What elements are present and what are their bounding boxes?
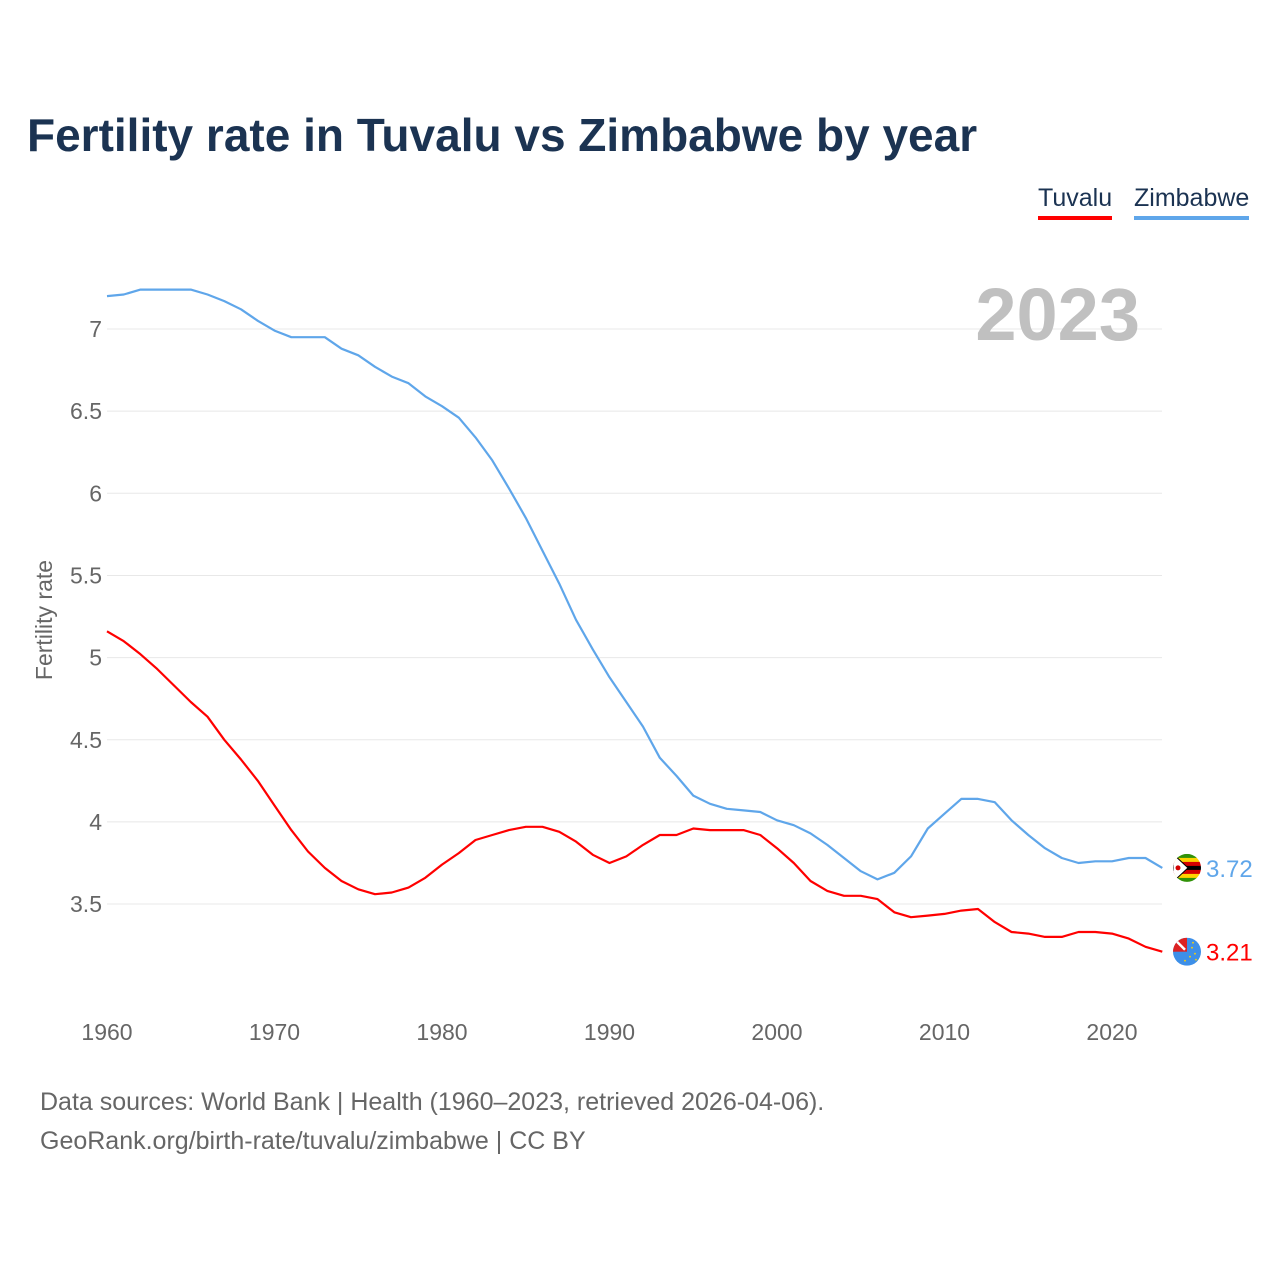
x-tick-label: 2000 — [751, 1019, 802, 1045]
y-tick-label: 4.5 — [70, 727, 102, 753]
tuvalu-flag-icon — [1173, 937, 1201, 966]
x-tick-label: 1980 — [416, 1019, 467, 1045]
series-line-tuvalu — [106, 630, 1163, 953]
x-tick-label: 1990 — [584, 1019, 635, 1045]
y-axis-label: Fertility rate — [31, 560, 57, 680]
chart-title: Fertility rate in Tuvalu vs Zimbabwe by … — [27, 109, 978, 161]
year-label: 2023 — [975, 273, 1140, 356]
series-line-zimbabwe — [106, 288, 1163, 881]
end-value-label-zimbabwe: 3.72 — [1206, 856, 1253, 883]
x-tick-label: 1970 — [249, 1019, 300, 1045]
source-text: Data sources: World Bank | Health (1960–… — [40, 1088, 825, 1116]
legend-tuvalu[interactable]: Tuvalu — [1038, 184, 1113, 220]
source-url[interactable]: GeoRank.org/birth-rate/tuvalu/zimbabwe |… — [40, 1127, 586, 1155]
x-tick-label: 2010 — [919, 1019, 970, 1045]
y-tick-label: 5 — [89, 645, 102, 671]
y-tick-label: 7 — [89, 316, 102, 342]
y-tick-label: 3.5 — [70, 891, 102, 917]
y-tick-label: 6 — [89, 480, 102, 506]
end-value-label-tuvalu: 3.21 — [1206, 940, 1253, 967]
x-tick-label: 1960 — [81, 1019, 132, 1045]
y-tick-label: 6.5 — [70, 398, 102, 424]
zimbabwe-flag-icon — [1173, 853, 1201, 882]
legend-zimbabwe[interactable]: Zimbabwe — [1134, 184, 1250, 220]
y-tick-label: 5.5 — [70, 562, 102, 588]
y-tick-label: 4 — [89, 809, 102, 835]
x-tick-label: 2020 — [1086, 1019, 1137, 1045]
